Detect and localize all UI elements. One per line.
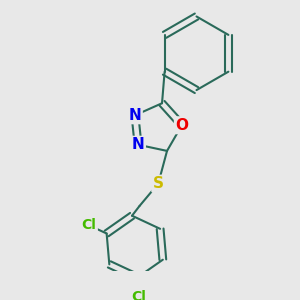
Text: Cl: Cl: [82, 218, 97, 232]
Text: O: O: [175, 118, 188, 133]
Text: Cl: Cl: [132, 290, 147, 300]
Text: N: N: [132, 137, 144, 152]
Text: S: S: [153, 176, 164, 191]
Text: N: N: [129, 108, 141, 123]
